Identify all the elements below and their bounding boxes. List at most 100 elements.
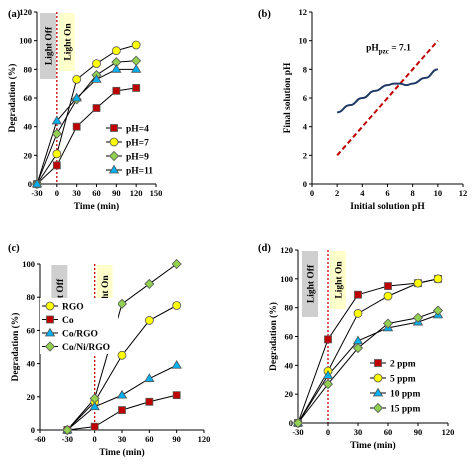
legend-marker — [109, 137, 119, 147]
x-tick-label: -30 — [292, 427, 303, 437]
legend-label: Co/Ni/RGO — [62, 343, 110, 353]
data-point — [353, 309, 363, 318]
data-point — [354, 290, 362, 299]
data-point — [172, 391, 181, 400]
light-on-box: Light On — [330, 251, 346, 309]
data-point — [111, 64, 122, 73]
y-tick-label: 100 — [280, 274, 293, 284]
data-point — [144, 373, 155, 382]
data-point — [72, 122, 81, 131]
y-tick-label: 100 — [22, 259, 35, 269]
data-point — [324, 335, 332, 344]
light-off-background — [40, 13, 56, 79]
x-tick-label: 4 — [360, 188, 365, 198]
legend-marker — [372, 387, 384, 397]
y-tick-label: 6 — [303, 93, 307, 103]
y-tick-label: 60 — [24, 93, 33, 103]
pzc-main: pH — [366, 44, 379, 54]
data-point — [31, 178, 43, 188]
panel-label: (c) — [8, 243, 20, 254]
data-point — [352, 335, 364, 345]
light-on-box: Light On — [58, 13, 75, 71]
y-tick-label: 2 — [303, 150, 307, 160]
x-tick-label: 90 — [112, 188, 121, 198]
legend-label: 15 ppm — [390, 405, 420, 415]
legend-marker — [108, 164, 120, 174]
series-line — [297, 314, 439, 424]
y-tick-label: 20 — [24, 150, 33, 160]
data-point — [413, 278, 423, 288]
light-off-box: Light Off — [40, 13, 56, 79]
legend-marker — [44, 341, 56, 352]
y-axis-label: Degradation (%) — [10, 313, 21, 382]
x-axis-label: Time (min) — [74, 201, 119, 212]
data-point — [89, 393, 100, 404]
legend-label: Co — [62, 316, 74, 326]
data-point — [384, 282, 392, 290]
data-point — [383, 291, 393, 301]
data-point — [412, 312, 424, 323]
data-point — [382, 318, 394, 329]
legend-marker — [45, 301, 55, 311]
y-axis-label: Final solution pH — [283, 62, 293, 133]
light-on-label: Light On — [63, 23, 73, 61]
x-tick-label: 60 — [145, 434, 154, 444]
legend-label: pH=4 — [126, 125, 149, 135]
pzc-value: = 7.1 — [389, 44, 411, 54]
data-point — [130, 64, 142, 73]
data-point — [171, 258, 182, 270]
y-tick-label: 0 — [31, 425, 35, 435]
pzc-subscript: pzc — [379, 48, 389, 56]
light-on-background — [330, 251, 346, 309]
legend-label: pH=11 — [126, 167, 153, 177]
y-tick-label: 0 — [289, 418, 293, 428]
x-tick-label: 150 — [150, 188, 163, 198]
light-off-label: Light Off — [307, 264, 317, 303]
x-tick-label: 120 — [442, 427, 455, 437]
data-point — [322, 379, 334, 390]
data-point — [322, 370, 334, 379]
light-off-label: Light Off — [45, 26, 55, 65]
legend-label: 2 ppm — [390, 360, 416, 370]
data-point — [52, 161, 61, 170]
data-point — [111, 46, 121, 56]
y-tick-label: 80 — [24, 64, 33, 74]
panel-c: (c) Light Off Light On 0 20 40 60 80 100 -60 -30 0 3… — [8, 243, 210, 458]
legend: RGO Co Co/RGO Co/Ni/RGO — [40, 298, 118, 354]
panel-label: (d) — [258, 243, 271, 254]
ph-curve — [337, 68, 438, 114]
light-off-background — [302, 251, 318, 317]
data-point — [131, 40, 141, 50]
legend: pH=4 pH=7 pH=9 pH=11 — [104, 120, 164, 178]
y-axis-label: Degradation (%) — [7, 64, 18, 133]
data-point — [172, 301, 182, 310]
data-point — [89, 401, 100, 411]
legend-marker — [110, 124, 118, 132]
y-tick-label: 60 — [285, 332, 294, 342]
x-tick-label: -60 — [34, 434, 45, 444]
y-tick-label: 8 — [303, 64, 307, 74]
data-point — [92, 104, 101, 112]
x-tick-label: 90 — [172, 434, 181, 444]
x-tick-label: 0 — [55, 188, 59, 198]
reference-line — [336, 40, 439, 156]
x-axis-label: Time (min) — [99, 447, 144, 458]
data-point — [118, 406, 126, 414]
data-point — [433, 274, 443, 284]
y-tick-label: 120 — [280, 245, 293, 255]
data-point — [116, 389, 128, 399]
data-point — [62, 424, 73, 436]
data-point — [52, 149, 62, 159]
legend-label: pH=7 — [126, 139, 149, 149]
light-off-label: Light Off — [56, 278, 66, 317]
data-point — [90, 422, 99, 431]
data-point — [117, 350, 127, 360]
y-tick-label: 120 — [19, 7, 32, 17]
x-tick-label: 0 — [93, 434, 97, 444]
legend-marker — [108, 150, 120, 162]
x-tick-label: 120 — [130, 188, 143, 198]
pzc-annotation: pHpzc = 7.1 — [366, 44, 411, 56]
data-point — [292, 417, 304, 429]
